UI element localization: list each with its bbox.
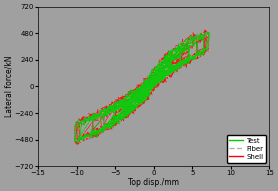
Y-axis label: Lateral force/kN: Lateral force/kN <box>4 56 13 117</box>
X-axis label: Top disp./mm: Top disp./mm <box>128 178 179 187</box>
Legend: Test, Fiber, Shell: Test, Fiber, Shell <box>227 135 266 163</box>
